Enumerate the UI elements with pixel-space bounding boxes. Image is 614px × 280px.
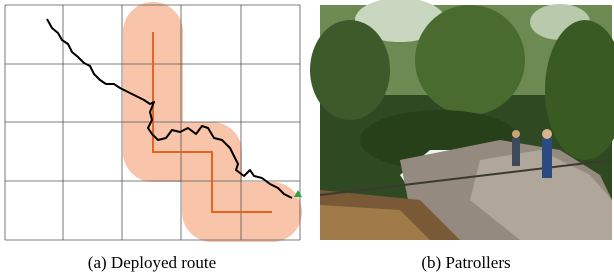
figure: (a) Deployed route (b) Patrollers [0,0,614,280]
page: (a) Deployed route (b) Patrollers (() =>… [0,0,614,280]
subfigure-caption: (b) Patrollers [421,253,510,272]
route-map [5,5,302,240]
subfigure-caption: (a) Deployed route [88,253,216,272]
patrol-photo [310,0,614,240]
